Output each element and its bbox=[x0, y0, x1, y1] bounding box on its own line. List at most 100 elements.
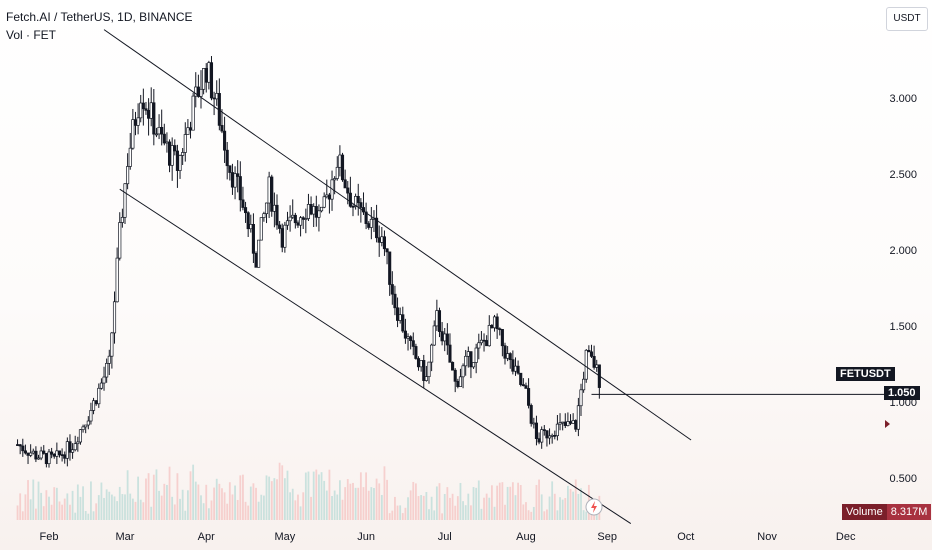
volume-bar bbox=[325, 490, 328, 520]
candle-body bbox=[262, 213, 266, 218]
candle-body bbox=[437, 310, 442, 332]
volume-bar bbox=[202, 503, 205, 520]
candle-body bbox=[220, 125, 224, 132]
volume-bar bbox=[171, 496, 174, 520]
candle-body bbox=[99, 382, 103, 389]
candle-body bbox=[335, 166, 339, 179]
candle-body bbox=[435, 310, 439, 327]
volume-bar bbox=[538, 479, 540, 520]
volume-bar bbox=[490, 485, 493, 520]
candle-body bbox=[154, 133, 158, 136]
candle-body bbox=[558, 422, 562, 425]
volume-bar bbox=[485, 493, 488, 520]
y-tick-label: 1.500 bbox=[889, 321, 917, 333]
volume-indicator-label: Vol · FET bbox=[6, 28, 57, 42]
candle-body bbox=[589, 351, 594, 357]
candle-body bbox=[495, 316, 499, 330]
candle-body bbox=[587, 349, 591, 353]
candle-body bbox=[320, 206, 324, 212]
volume-bar bbox=[566, 485, 569, 520]
volume-bar bbox=[328, 469, 331, 520]
y-tick-label: 0.500 bbox=[889, 473, 917, 485]
candle-body bbox=[516, 365, 520, 374]
candle-body bbox=[288, 216, 292, 222]
volume-bar bbox=[344, 487, 347, 520]
x-tick-label: Apr bbox=[198, 531, 215, 543]
volume-bar bbox=[32, 479, 35, 520]
candle-body bbox=[524, 385, 528, 389]
candle-body bbox=[416, 358, 421, 368]
volume-bar bbox=[291, 488, 294, 520]
candle-body bbox=[325, 194, 329, 198]
candle-body bbox=[506, 353, 510, 359]
candle-body bbox=[304, 218, 308, 220]
candle-body bbox=[68, 441, 72, 453]
candle-body bbox=[469, 351, 473, 368]
candle-body bbox=[472, 362, 476, 368]
candle-body bbox=[50, 451, 54, 455]
candle-body bbox=[542, 429, 546, 432]
volume-bar bbox=[580, 488, 582, 520]
candle-body bbox=[548, 435, 552, 439]
candle-body bbox=[223, 130, 227, 151]
candle-body bbox=[73, 443, 77, 451]
volume-bar bbox=[511, 482, 514, 520]
volume-bar bbox=[155, 469, 158, 520]
volume-bar bbox=[553, 493, 556, 520]
candle-body bbox=[306, 204, 310, 219]
candle-body bbox=[487, 324, 491, 347]
volume-bar bbox=[166, 484, 168, 520]
candle-body bbox=[388, 251, 392, 285]
last-price-label: 1.050 bbox=[884, 386, 920, 400]
candle-body bbox=[228, 165, 232, 173]
candle-body bbox=[537, 438, 541, 443]
candle-body bbox=[102, 376, 106, 384]
volume-bar bbox=[559, 497, 561, 520]
currency-button[interactable]: USDT bbox=[886, 7, 928, 31]
volume-bar bbox=[40, 492, 43, 520]
volume-bar bbox=[181, 489, 184, 520]
volume-bar bbox=[315, 469, 318, 520]
candle-body bbox=[71, 449, 75, 453]
volume-bar bbox=[27, 480, 29, 520]
candle-body bbox=[94, 400, 98, 405]
volume-bar bbox=[517, 482, 520, 520]
candle-body bbox=[270, 176, 274, 212]
volume-bar bbox=[525, 502, 527, 520]
volume-bar bbox=[95, 503, 98, 520]
volume-bar bbox=[310, 496, 312, 520]
candle-body bbox=[508, 353, 512, 361]
candle-body bbox=[312, 206, 316, 215]
y-tick-label: 1.000 bbox=[889, 397, 917, 409]
volume-bar bbox=[470, 505, 472, 520]
volume-bar bbox=[412, 481, 415, 520]
volume-bar bbox=[302, 492, 305, 520]
candle-body bbox=[60, 454, 64, 456]
volume-bar bbox=[239, 475, 242, 520]
candle-body bbox=[157, 127, 161, 135]
volume-bar bbox=[446, 487, 449, 520]
volume-bar bbox=[435, 486, 438, 520]
volume-bar bbox=[462, 501, 464, 520]
candle-body bbox=[356, 196, 360, 203]
volume-bar bbox=[527, 510, 530, 520]
candle-body bbox=[191, 95, 195, 131]
volume-bar bbox=[189, 471, 192, 520]
volume-bar bbox=[252, 483, 255, 520]
volume-bar bbox=[493, 506, 496, 520]
candle-body bbox=[299, 217, 303, 226]
volume-bar bbox=[307, 471, 310, 520]
candle-body bbox=[212, 97, 216, 100]
candle-body bbox=[34, 450, 38, 460]
candle-body bbox=[351, 205, 355, 208]
candle-body bbox=[236, 173, 240, 177]
volume-bar bbox=[543, 511, 546, 520]
candle-body bbox=[178, 155, 182, 171]
candle-body bbox=[419, 360, 423, 368]
volume-badge-value: 8.317M bbox=[886, 504, 932, 520]
volume-bar bbox=[34, 508, 37, 520]
volume-bar bbox=[19, 493, 22, 520]
candle-body bbox=[532, 422, 536, 425]
candle-body bbox=[561, 421, 565, 424]
